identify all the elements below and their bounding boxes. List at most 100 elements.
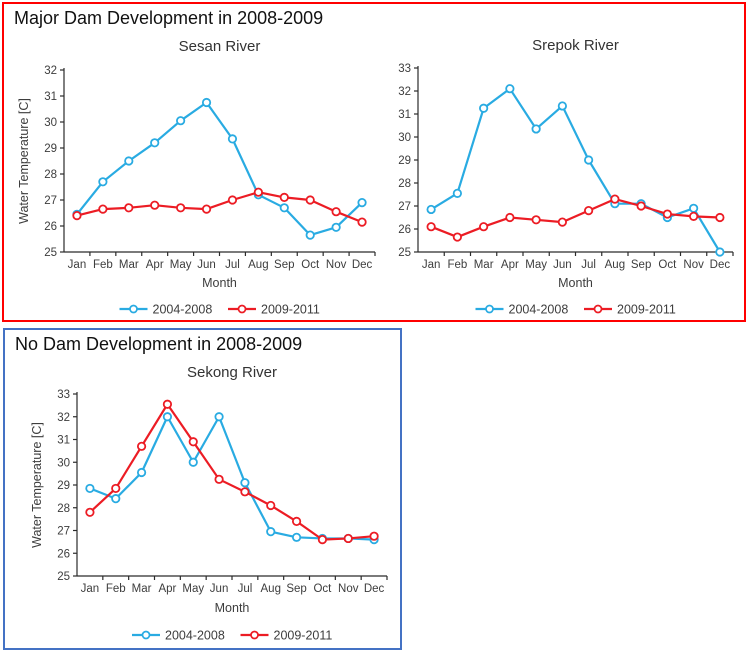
y-tick-label: 27 [57,526,70,538]
panel-title-major-dam: Major Dam Development in 2008-2009 [14,8,324,28]
data-point-2004-2008-Aug [266,527,276,537]
data-point-2009-2011-Oct [662,209,672,219]
series-line-2004-2008 [89,415,375,541]
x-tick-label: Jul [581,259,596,271]
panel-no-dam-development: No Dam Development in 2008-2009 [3,328,402,650]
y-tick-label: 28 [57,503,70,515]
data-point-2009-2011-Sep [291,516,302,526]
legend-entry-2004-2008: 2004-2008 [475,303,568,317]
x-tick-label: Oct [658,259,677,271]
y-tick-label: 25 [57,571,70,583]
chart-svg-sekong: Sekong River 25 26 27 28 29 30 31 32 33 Jan Feb Mar A… [30,364,388,643]
y-axis-title: Water Temperature [C] [17,98,31,224]
series-line-2009-2011 [89,403,375,541]
data-point-2004-2008-Sep [291,532,302,542]
chart-sekong-river: Sekong River 25 26 27 28 29 30 31 32 33 Jan Feb Mar A… [5,358,400,650]
series-line-2009-2011 [76,191,363,224]
data-point-2004-2008-Jun [201,97,212,108]
legend-marker [485,304,494,314]
data-point-2004-2008-Mar [479,103,489,113]
data-point-2004-2008-Apr [150,138,160,148]
y-tick-label: 29 [57,480,70,492]
data-point-2004-2008-Feb [111,494,121,504]
x-tick-label: Jul [238,583,253,595]
data-point-2009-2011-Jun [201,204,212,214]
y-tick-label: 33 [398,63,411,75]
x-tick-label: Apr [501,259,519,271]
data-point-2004-2008-Jul [584,155,594,165]
data-point-2009-2011-Feb [98,204,108,214]
x-tick-label: Dec [352,259,373,271]
x-tick-label: Feb [106,583,126,595]
x-tick-label: Aug [605,259,625,271]
x-tick-label: Nov [683,259,704,271]
chart-sesan-river: Sesan River 25 26 27 28 29 30 31 32 Jan Feb Mar Apr M… [0,30,385,322]
data-point-2004-2008-Dec [715,247,725,257]
data-point-2009-2011-Mar [136,441,147,451]
x-tick-label: Apr [146,259,164,271]
legend-entry-2009-2011: 2009-2011 [240,629,333,643]
data-point-2004-2008-Jul [240,478,250,488]
data-point-2009-2011-May [188,437,198,447]
data-point-2009-2011-May [176,203,186,213]
data-point-2009-2011-Mar [124,203,134,213]
y-tick-label: 26 [44,221,57,233]
data-point-2009-2011-Jan [85,507,95,517]
data-point-2009-2011-Aug [610,194,620,204]
data-point-2004-2008-Jan [426,204,436,215]
legend-label: 2009-2011 [261,303,320,317]
legend-label: 2009-2011 [617,303,676,317]
data-point-2004-2008-Feb [452,188,462,198]
data-point-2009-2011-May [531,215,541,225]
data-point-2004-2008-Sep [279,203,289,213]
series-line-2004-2008 [430,87,721,253]
legend-entry-2004-2008: 2004-2008 [119,303,212,317]
data-point-2004-2008-Mar [136,467,147,478]
x-tick-label: Mar [132,583,152,595]
y-tick-label: 33 [57,389,70,401]
chart-title: Sesan River [179,38,261,55]
data-point-2004-2008-Mar [124,156,134,166]
data-point-2004-2008-Apr [505,84,515,94]
data-point-2004-2008-Apr [162,412,173,422]
y-tick-label: 30 [57,457,70,469]
chart-title: Sekong River [187,364,277,381]
y-tick-label: 31 [57,435,70,447]
legend-label: 2004-2008 [165,629,225,643]
data-point-2009-2011-Mar [479,222,489,232]
x-tick-label: Jun [553,259,572,271]
panel-title-no-dam: No Dam Development in 2008-2009 [15,334,303,354]
x-tick-label: Apr [158,583,176,595]
legend-entry-2009-2011: 2009-2011 [228,303,320,317]
y-tick-label: 27 [44,195,57,207]
chart-svg-srepok: Srepok River 25 26 27 28 29 30 31 32 33 Jan Feb Mar A… [371,37,734,317]
y-tick-label: 28 [398,178,411,190]
data-point-2009-2011-Sep [279,192,289,202]
legend-entry-2009-2011: 2009-2011 [584,303,676,317]
data-point-2004-2008-Feb [98,177,108,187]
data-point-2004-2008-Jan [85,483,95,494]
y-tick-label: 25 [398,247,411,259]
x-tick-label: Jan [81,583,100,595]
data-point-2009-2011-Jun [557,217,567,227]
data-point-2009-2011-Oct [317,535,328,545]
data-point-2009-2011-Feb [452,232,462,242]
data-point-2009-2011-Aug [253,187,263,197]
x-tick-label: Jun [210,583,229,595]
x-tick-label: Feb [93,259,113,271]
y-tick-label: 30 [398,132,411,144]
y-tick-label: 32 [398,86,411,98]
data-point-2009-2011-Jul [584,206,594,216]
x-tick-label: Sep [631,259,651,271]
x-axis-title: Month [215,601,250,615]
data-point-2009-2011-Apr [150,200,160,210]
legend-label: 2009-2011 [274,629,333,643]
y-tick-label: 26 [398,224,411,236]
x-tick-label: May [525,259,547,271]
x-tick-label: Aug [248,259,268,271]
y-tick-label: 31 [398,109,411,121]
data-point-2009-2011-Nov [331,207,341,217]
series-line-2004-2008 [76,101,363,237]
data-point-2009-2011-Nov [689,211,699,221]
